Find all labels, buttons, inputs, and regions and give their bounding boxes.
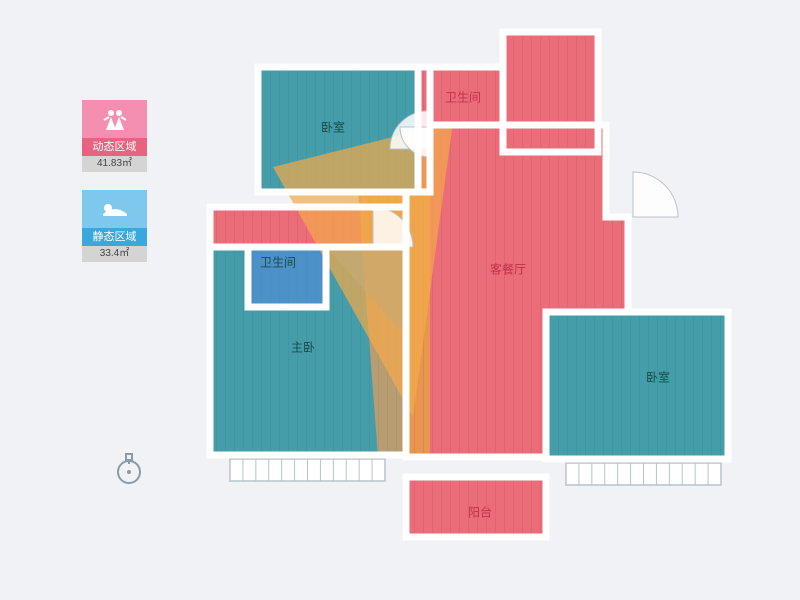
compass-icon bbox=[115, 452, 143, 491]
legend-dynamic-value: 41.83㎡ bbox=[82, 156, 147, 172]
sleep-icon bbox=[101, 200, 129, 218]
legend-static-icon-box bbox=[82, 190, 147, 228]
room-label-master: 主卧 bbox=[291, 339, 315, 356]
room-label-bedroom2: 卧室 bbox=[646, 369, 670, 386]
legend-static-label: 静态区域 bbox=[82, 228, 147, 246]
legend-static-value: 33.4㎡ bbox=[82, 246, 147, 262]
legend-panel: 动态区域 41.83㎡ 静态区域 33.4㎡ bbox=[82, 100, 147, 280]
legend-dynamic-label: 动态区域 bbox=[82, 138, 147, 156]
room-label-living: 客餐厅 bbox=[490, 261, 526, 278]
legend-item-dynamic: 动态区域 41.83㎡ bbox=[82, 100, 147, 172]
floor-plan: 卧室卫生间客餐厅卫生间主卧卧室阳台 bbox=[198, 17, 736, 577]
room-label-bathroom2: 卫生间 bbox=[260, 254, 296, 271]
legend-dynamic-icon-box bbox=[82, 100, 147, 138]
room-label-bedroom1: 卧室 bbox=[321, 119, 345, 136]
people-icon bbox=[102, 108, 128, 130]
room-label-bathroom1: 卫生间 bbox=[445, 89, 481, 106]
legend-item-static: 静态区域 33.4㎡ bbox=[82, 190, 147, 262]
room-label-balcony: 阳台 bbox=[468, 504, 492, 521]
